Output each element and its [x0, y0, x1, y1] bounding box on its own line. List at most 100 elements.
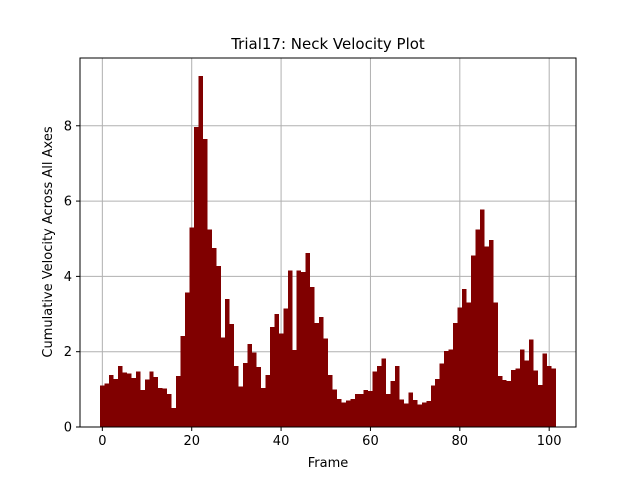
bar — [538, 384, 543, 427]
ticks: 0 20 40 60 80 100 0 2 4 6 8 — [64, 119, 562, 449]
bar — [310, 286, 315, 427]
y-tick-label: 4 — [64, 270, 72, 285]
bar — [328, 375, 333, 427]
bar — [278, 333, 284, 427]
chart-title: Trial17: Neck Velocity Plot — [230, 35, 425, 53]
bar — [180, 335, 186, 427]
x-axis-label: Frame — [308, 456, 349, 471]
y-tick-label: 0 — [64, 421, 72, 436]
bar — [546, 366, 552, 427]
bar — [524, 360, 530, 427]
bar — [448, 349, 454, 427]
bars — [100, 76, 556, 428]
bar — [354, 394, 360, 427]
bar — [417, 404, 422, 427]
bar — [386, 393, 391, 427]
bar — [345, 400, 351, 427]
bar — [256, 366, 261, 427]
bar — [269, 327, 275, 427]
bar — [533, 370, 539, 427]
bar — [314, 323, 320, 427]
bar — [189, 227, 194, 427]
bar — [493, 302, 498, 427]
bar — [149, 371, 154, 427]
bar — [484, 246, 489, 427]
bar — [475, 229, 480, 427]
bar — [207, 229, 212, 427]
bar — [305, 253, 311, 427]
x-tick-label: 40 — [273, 434, 290, 449]
bar — [377, 366, 382, 427]
bar — [457, 307, 463, 427]
bar — [412, 399, 418, 427]
bar — [193, 126, 199, 428]
bar — [395, 366, 400, 427]
bar — [408, 392, 413, 427]
bar — [350, 398, 355, 427]
bar — [113, 378, 118, 427]
bar — [238, 386, 244, 427]
bar — [135, 371, 141, 427]
x-tick-label: 20 — [183, 434, 200, 449]
bar — [140, 390, 145, 427]
bar — [100, 385, 105, 427]
bar — [444, 350, 449, 427]
bar — [211, 248, 217, 427]
bar — [287, 270, 293, 427]
bar — [265, 375, 270, 427]
bar — [198, 76, 203, 427]
bar — [390, 381, 396, 427]
bar — [323, 338, 328, 427]
bar — [381, 358, 387, 427]
bar — [171, 408, 177, 427]
bar — [252, 352, 257, 427]
y-tick-label: 8 — [64, 119, 72, 134]
bar — [359, 394, 364, 427]
bar — [122, 372, 127, 427]
bar — [185, 292, 190, 427]
bar — [176, 376, 181, 427]
bar — [341, 402, 346, 427]
bar — [502, 379, 507, 427]
bar — [462, 288, 467, 427]
bar — [283, 308, 288, 427]
bar — [104, 383, 110, 427]
x-tick-label: 0 — [98, 434, 106, 449]
bar — [551, 368, 556, 427]
bar — [421, 402, 427, 427]
bar — [470, 255, 476, 427]
bar — [220, 337, 226, 427]
bar — [158, 387, 163, 427]
bar — [403, 403, 409, 427]
bar — [506, 381, 512, 427]
bar — [336, 398, 342, 427]
bar — [520, 349, 525, 427]
bar — [162, 388, 168, 427]
bar — [453, 323, 458, 427]
x-tick-label: 60 — [362, 434, 379, 449]
bar — [439, 363, 445, 427]
bar — [430, 385, 436, 427]
bar — [363, 390, 369, 427]
bar — [216, 265, 221, 427]
bar — [274, 314, 279, 427]
bar — [243, 362, 248, 427]
x-tick-label: 100 — [537, 434, 562, 449]
bar — [488, 239, 494, 427]
bar — [399, 399, 404, 427]
bar — [296, 270, 302, 427]
bar — [109, 375, 114, 427]
bar — [479, 209, 485, 427]
y-tick-label: 2 — [64, 345, 72, 360]
bar — [202, 138, 208, 427]
bar — [426, 401, 431, 427]
bar — [511, 369, 516, 427]
plot-frame — [79, 57, 577, 428]
bar — [131, 378, 136, 427]
y-tick-label: 6 — [64, 195, 72, 210]
bar — [229, 323, 235, 427]
bar — [167, 393, 172, 427]
bar — [542, 353, 547, 427]
